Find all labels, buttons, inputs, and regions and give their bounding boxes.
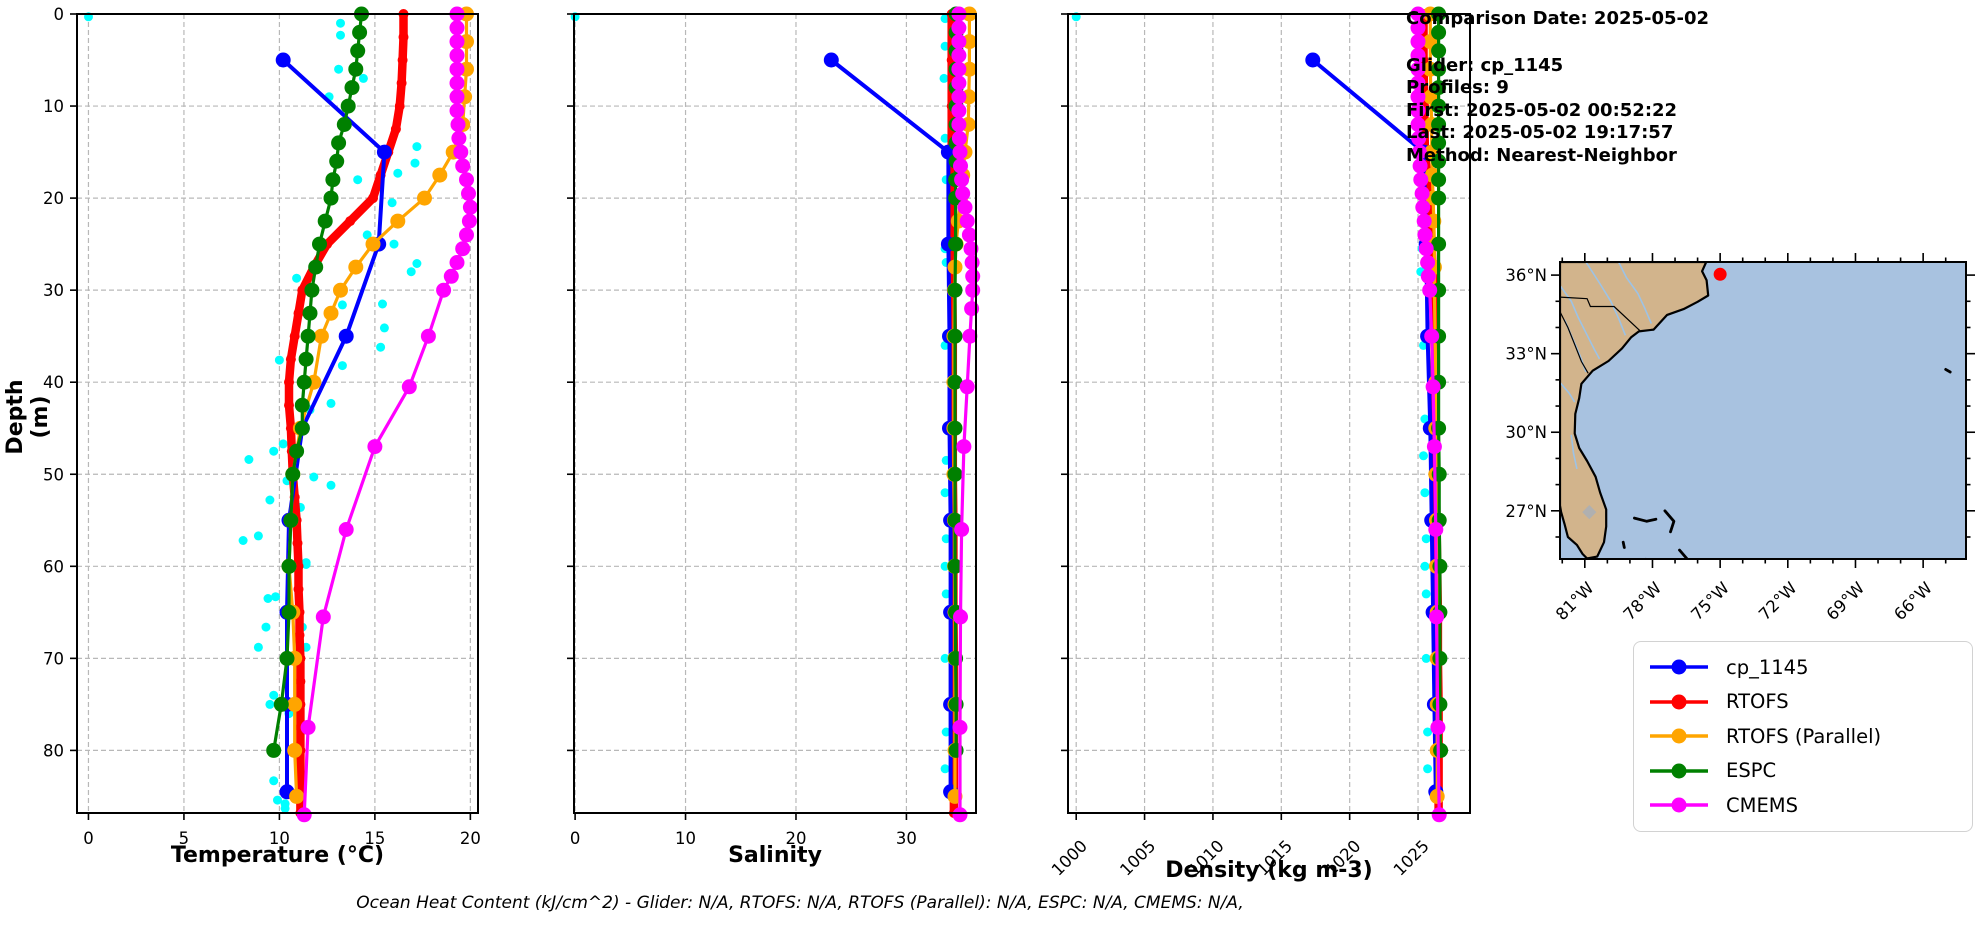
legend-marker-icon	[1650, 797, 1708, 813]
ocean-heat-content-caption: Ocean Heat Content (kJ/cm^2) - Glider: N…	[356, 893, 1244, 913]
salinity-plot: 0 10 20 30	[567, 6, 981, 848]
svg-text:10: 10	[43, 97, 64, 116]
depth-axis-label: Depth (m)	[3, 379, 53, 455]
method-text: Method: Nearest-Neighbor	[1406, 144, 1677, 166]
legend-label: RTOFS (Parallel)	[1726, 724, 1882, 748]
last-profile-time-text: Last: 2025-05-02 19:17:57	[1406, 122, 1674, 143]
glider-name-text: Glider: cp_1145	[1406, 54, 1564, 76]
svg-text:50: 50	[43, 465, 64, 484]
legend-marker-icon	[1650, 694, 1708, 710]
svg-text:69°W: 69°W	[1823, 578, 1869, 624]
legend-entry-espc: ESPC	[1646, 754, 1960, 789]
svg-text:30: 30	[43, 281, 64, 300]
svg-text:70: 70	[43, 649, 64, 668]
comparison-date-text: Comparison Date: 2025-05-02	[1406, 8, 1710, 29]
svg-text:75°W: 75°W	[1687, 578, 1733, 624]
legend-marker-icon	[1650, 728, 1708, 744]
svg-text:15: 15	[364, 829, 385, 848]
legend-label: cp_1145	[1726, 655, 1809, 679]
map-inset: 36°N 33°N 30°N 27°N 81°W 78°W 75°W 72°W 69°W 66°W	[1505, 253, 1975, 624]
first-profile-time-text: First: 2025-05-02 00:52:22	[1406, 99, 1678, 121]
svg-text:20: 20	[785, 829, 806, 848]
legend-entry-cmems: CMEMS	[1646, 788, 1960, 823]
svg-text:33°N: 33°N	[1505, 345, 1547, 364]
svg-text:30: 30	[896, 829, 917, 848]
svg-text:27°N: 27°N	[1505, 502, 1547, 521]
svg-text:20: 20	[43, 189, 64, 208]
profiles-count-text: Profiles: 9	[1406, 77, 1509, 98]
svg-text:78°W: 78°W	[1620, 578, 1666, 624]
legend-entry-cp-1145: cp_1145	[1646, 650, 1960, 685]
svg-text:20: 20	[460, 829, 481, 848]
salinity-axis-label: Salinity	[728, 843, 822, 868]
svg-text:0: 0	[570, 829, 581, 848]
density-axis-label: Density (kg m-3)	[1165, 858, 1373, 883]
svg-text:0: 0	[83, 829, 94, 848]
svg-text:36°N: 36°N	[1505, 266, 1547, 285]
info-panel: Comparison Date: 2025-05-02 Glider: cp_1…	[1406, 8, 1709, 167]
svg-text:72°W: 72°W	[1755, 578, 1801, 624]
density-plot: 1000 1005 1010 1015 1020 1025	[1048, 6, 1471, 880]
legend-marker-icon	[1650, 763, 1708, 779]
legend-entry-rtofs-parallel: RTOFS (Parallel)	[1646, 719, 1960, 754]
svg-text:0: 0	[54, 5, 65, 24]
svg-text:66°W: 66°W	[1890, 578, 1936, 624]
svg-text:60: 60	[43, 557, 64, 576]
legend-label: CMEMS	[1726, 793, 1798, 817]
legend-entry-rtofs: RTOFS	[1646, 685, 1960, 720]
temperature-plot: 0 5 10 15 20 0 10 20 30 40 50 60 70 80	[43, 5, 481, 848]
legend-marker-icon	[1650, 659, 1708, 675]
legend: cp_1145 RTOFS RTOFS (Parallel) ESPC CMEMS	[1633, 641, 1973, 832]
svg-text:80: 80	[43, 741, 64, 760]
svg-text:10: 10	[675, 829, 696, 848]
legend-label: RTOFS	[1726, 690, 1789, 714]
svg-text:40: 40	[43, 373, 64, 392]
glider-location-dot	[1713, 267, 1727, 281]
legend-label: ESPC	[1726, 759, 1777, 783]
temperature-axis-label: Temperature (°C)	[170, 843, 385, 868]
svg-text:30°N: 30°N	[1505, 423, 1547, 442]
svg-text:10: 10	[269, 829, 290, 848]
svg-text:81°W: 81°W	[1552, 578, 1598, 624]
svg-text:5: 5	[179, 829, 190, 848]
